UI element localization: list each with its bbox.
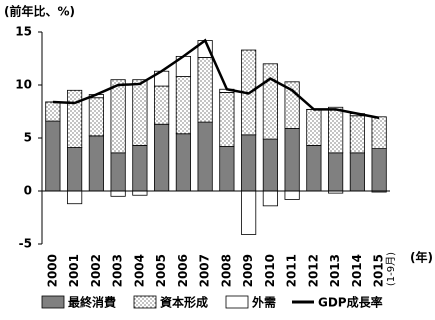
bar xyxy=(328,106,344,154)
legend-swatch xyxy=(41,295,65,309)
bar xyxy=(241,134,257,192)
line xyxy=(52,38,380,120)
y-axis-label: (前年比、%) xyxy=(4,4,75,19)
bar xyxy=(197,57,213,123)
legend-label: 最終消費 xyxy=(68,295,116,310)
bar xyxy=(284,190,300,200)
bar xyxy=(110,190,126,197)
x-tick-label: 2012 xyxy=(306,254,320,287)
bar xyxy=(175,76,191,135)
x-tick-label: 2013 xyxy=(328,254,342,287)
legend-label: GDP成長率 xyxy=(318,295,383,310)
bar xyxy=(88,97,104,137)
bar xyxy=(284,128,300,192)
bar xyxy=(110,79,126,154)
bar xyxy=(371,148,387,192)
bar xyxy=(67,147,83,192)
y-tick-label: 0 xyxy=(24,184,32,198)
y-tick-label: 5 xyxy=(24,131,32,145)
legend-label: 資本形成 xyxy=(160,295,208,310)
bar xyxy=(371,116,387,150)
bar xyxy=(306,108,322,146)
bar xyxy=(132,190,148,196)
bar xyxy=(349,152,365,192)
x-tick-label: 2008 xyxy=(219,254,233,287)
bar xyxy=(132,145,148,192)
bar xyxy=(88,135,104,192)
bar xyxy=(110,152,126,192)
legend-swatch xyxy=(133,295,157,309)
bar xyxy=(45,101,61,122)
x-tick-label: 2014 xyxy=(350,254,364,287)
bar xyxy=(241,190,257,235)
x-note: (1-9月) xyxy=(385,252,397,286)
bar xyxy=(67,89,83,148)
x-tick-label: 2010 xyxy=(263,254,277,287)
bar xyxy=(219,146,235,192)
bar xyxy=(219,92,235,147)
x-tick-label: 2003 xyxy=(111,254,125,287)
bar xyxy=(306,145,322,192)
x-unit: (年) xyxy=(410,250,433,265)
bar xyxy=(262,190,278,207)
bar xyxy=(67,190,83,205)
x-tick-label: 2007 xyxy=(198,254,212,287)
legend-label: 外需 xyxy=(252,295,276,310)
bar xyxy=(132,79,148,146)
bar xyxy=(45,120,61,192)
x-tick-label: 2005 xyxy=(154,254,168,287)
x-tick-label: 2004 xyxy=(132,254,146,287)
bar xyxy=(154,85,170,125)
bar xyxy=(197,121,213,192)
bar xyxy=(262,138,278,192)
y-tick-label: 15 xyxy=(15,25,32,39)
bar xyxy=(349,115,365,154)
x-tick-label: 2011 xyxy=(285,254,299,287)
x-tick-label: 2002 xyxy=(89,254,103,287)
bar xyxy=(154,123,170,192)
x-tick-label: 2000 xyxy=(45,254,59,287)
bar xyxy=(262,63,278,140)
y-tick-label: 10 xyxy=(15,78,32,92)
legend-swatch xyxy=(225,295,249,309)
x-tick-label: 2015 xyxy=(372,254,386,287)
x-tick-label: 2006 xyxy=(176,254,190,287)
x-tick-label: 2001 xyxy=(67,254,81,287)
y-tick-label: -5 xyxy=(19,237,32,251)
bar xyxy=(328,152,344,192)
bar xyxy=(175,133,191,192)
x-tick-label: 2009 xyxy=(241,254,255,287)
